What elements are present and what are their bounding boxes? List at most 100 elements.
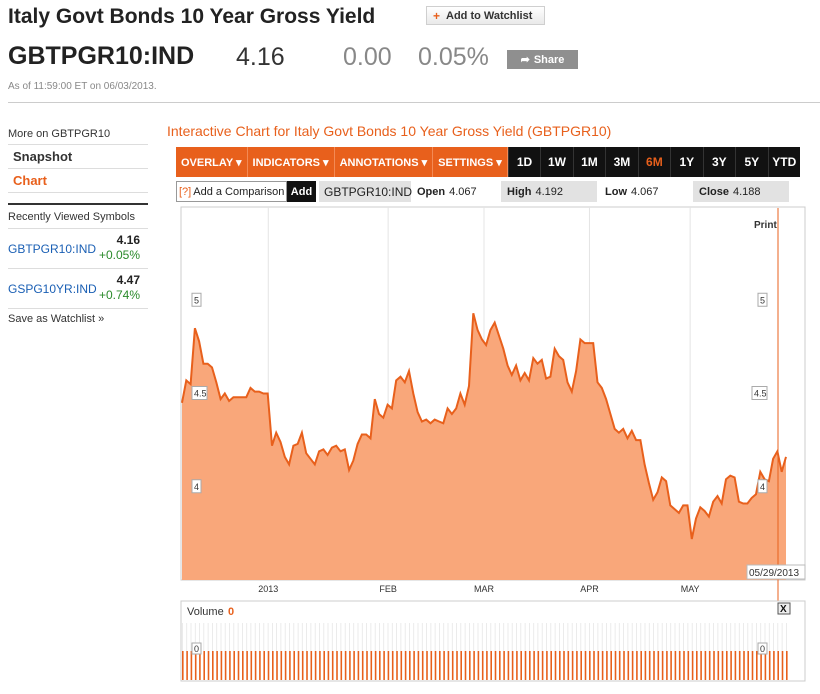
recent-symbol-change: +0.05% [98, 248, 140, 262]
volume-grid-tick [237, 623, 239, 651]
volume-grid-tick [344, 623, 346, 651]
volume-bar [614, 651, 617, 680]
sidebar-item-chart[interactable]: Chart [13, 173, 47, 188]
volume-grid-tick [653, 623, 654, 651]
help-icon[interactable]: [?] [179, 185, 192, 198]
volume-bar [224, 651, 227, 680]
volume-grid-tick [636, 623, 637, 651]
close-icon[interactable]: X [780, 604, 787, 615]
sidebar-item-snapshot[interactable]: Snapshot [8, 145, 148, 169]
range-1m[interactable]: 1M [572, 147, 605, 177]
more-on-heading: More on GBTPGR10 [8, 128, 111, 140]
watchlist-label: Add to Watchlist [446, 9, 533, 22]
compare-row: [?] Add a Comparison Add GBTPGR10:IND Op… [176, 181, 800, 202]
volume-grid-tick [666, 623, 667, 651]
volume-bar [580, 651, 582, 680]
volume-grid-tick [396, 623, 397, 651]
recent-symbol-link[interactable]: GBTPGR10:IND [8, 242, 97, 256]
settings-menu[interactable]: SETTINGS ▾ [433, 147, 508, 177]
indicators-menu[interactable]: INDICATORS ▾ [247, 147, 335, 177]
print-link[interactable]: Print [754, 220, 777, 231]
volume-grid-tick [366, 623, 367, 651]
volume-grid-tick [559, 623, 560, 651]
volume-grid-tick [267, 623, 269, 651]
volume-bar [426, 651, 428, 680]
volume-bar [738, 651, 741, 680]
comparison-input[interactable]: [?] Add a Comparison [176, 181, 287, 202]
volume-bar [190, 651, 193, 680]
comparison-placeholder: Add a Comparison [193, 185, 285, 198]
volume-bar [589, 651, 591, 680]
add-comparison-button[interactable]: Add [287, 181, 316, 202]
volume-bar [276, 651, 278, 680]
page-title: Italy Govt Bonds 10 Year Gross Yield [8, 5, 376, 28]
range-1d[interactable]: 1D [507, 147, 540, 177]
volume-grid-tick [357, 623, 359, 651]
range-3y[interactable]: 3Y [702, 147, 735, 177]
range-1w[interactable]: 1W [540, 147, 572, 177]
open-label: Open [417, 185, 446, 198]
volume-bar [194, 651, 197, 680]
volume-grid-tick [640, 623, 642, 651]
volume-grid-tick [297, 623, 299, 651]
overlay-menu[interactable]: OVERLAY ▾ [176, 147, 248, 177]
volume-bar [606, 651, 608, 680]
range-6m[interactable]: 6M [637, 147, 670, 177]
volume-bar [314, 651, 317, 680]
volume-bar [627, 651, 630, 680]
volume-grid-tick [747, 623, 749, 651]
range-ytd[interactable]: YTD [767, 147, 800, 177]
volume-grid-tick [413, 623, 415, 651]
volume-grid-tick [379, 623, 380, 651]
share-button[interactable]: ➦ Share [507, 50, 578, 69]
y-tick-label-left: 5 [194, 295, 199, 305]
x-axis: 2013 FEB MAR APR MAY [258, 584, 699, 594]
volume-bar [216, 651, 218, 680]
chart-symbol-label: GBTPGR10:IND [319, 181, 412, 202]
volume-bar [383, 651, 385, 680]
volume-bar [494, 651, 497, 680]
volume-grid-tick [263, 623, 265, 651]
volume-grid-tick [743, 623, 744, 651]
range-5y[interactable]: 5Y [735, 147, 767, 177]
volume-grid-tick [554, 623, 556, 651]
volume-grid-tick [563, 623, 564, 651]
volume-bar [721, 651, 724, 680]
close-volume-button[interactable] [777, 602, 791, 615]
volume-grid-tick [713, 623, 714, 651]
volume-grid-tick [199, 623, 200, 651]
volume-bar [756, 651, 758, 680]
volume-bar [469, 651, 471, 680]
volume-bar [409, 651, 411, 680]
volume-grid-tick [614, 623, 616, 651]
y-tick-box [191, 292, 202, 307]
volume-bar [623, 651, 625, 680]
volume-grid-tick [503, 623, 505, 651]
range-1y[interactable]: 1Y [670, 147, 702, 177]
volume-bar [666, 651, 668, 680]
volume-bar [593, 651, 595, 680]
volume-bar [567, 651, 570, 680]
volume-grid-tick [194, 623, 196, 651]
volume-grid-tick [661, 623, 663, 651]
recent-symbol-change: +0.74% [98, 288, 140, 302]
volume-bar [203, 651, 205, 680]
volume-bar [520, 651, 522, 680]
volume-grid-tick [473, 623, 475, 651]
volume-bar [648, 651, 651, 680]
range-3m[interactable]: 3M [605, 147, 637, 177]
save-as-watchlist-link[interactable]: Save as Watchlist » [8, 313, 105, 325]
volume-axis-right-label: 0 [760, 644, 765, 654]
annotations-menu[interactable]: ANNOTATIONS ▾ [334, 147, 434, 177]
volume-grid-tick [250, 623, 252, 651]
volume-grid-tick [730, 623, 732, 651]
volume-bar [713, 651, 715, 680]
volume-grid-tick [254, 623, 256, 651]
recent-symbol-link[interactable]: GSPG10YR:IND [8, 282, 97, 296]
volume-bar [670, 651, 672, 680]
volume-grid-tick [280, 623, 282, 651]
add-to-watchlist-button[interactable]: + Add to Watchlist [426, 6, 545, 25]
volume-grid-tick [353, 623, 355, 651]
volume-grid-tick [571, 623, 573, 651]
